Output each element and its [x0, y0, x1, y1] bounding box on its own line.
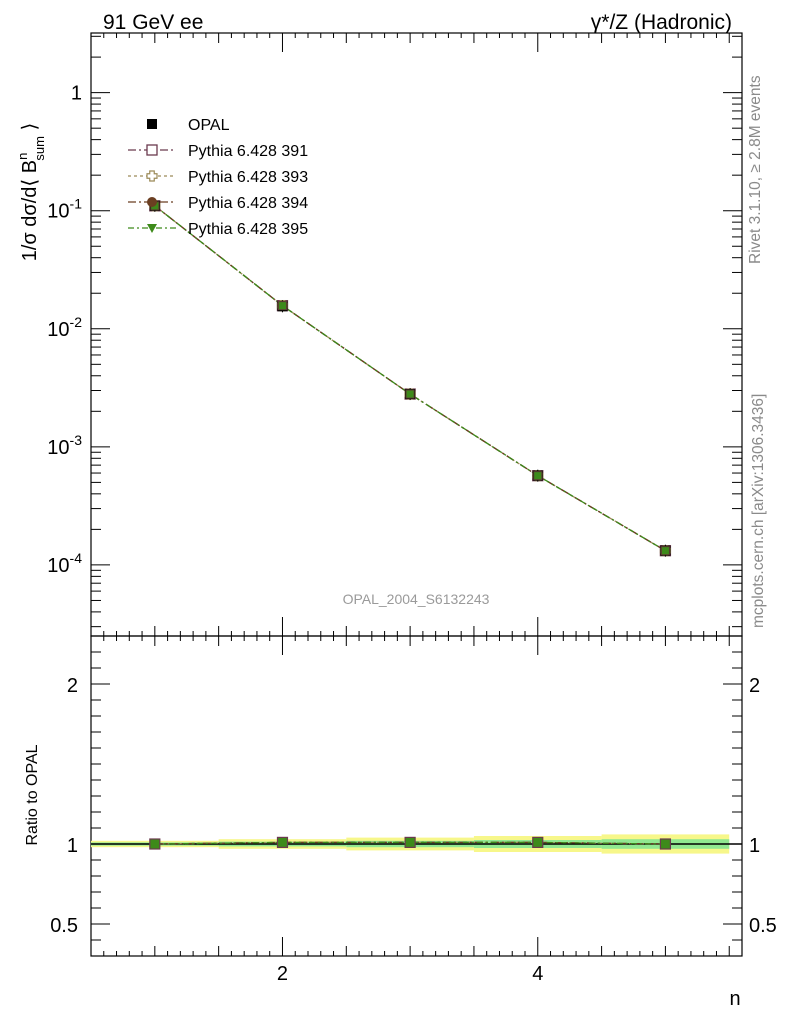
tick-exponent: -4 — [70, 550, 83, 566]
ratio-plot-frame — [90, 635, 743, 957]
ratio-y-axis-label: Ratio to OPAL — [24, 744, 41, 845]
marker-triangle — [147, 224, 157, 233]
main-panel: 1 10-1 10-2 10-3 10-4 OPAL_2004_S6132243 1/σ… — [15, 32, 743, 637]
tick-exponent: -1 — [70, 196, 83, 212]
tick-exponent: -2 — [70, 314, 83, 330]
ratio-point — [276, 836, 289, 849]
overlay-point — [277, 301, 287, 311]
ratio-y-tick-label-right: 1 — [749, 835, 760, 857]
series-line — [154, 205, 666, 552]
series-line — [154, 205, 666, 552]
main-y-axis-label: 1/σ dσ/d⟨ Bn sum ⟩ — [15, 123, 47, 262]
marker-open-cross — [146, 170, 158, 182]
main-series-lines — [154, 205, 666, 552]
ratio-y-tick-label: 0.5 — [50, 915, 78, 937]
main-y-tick-label: 10-3 — [47, 432, 82, 459]
marker-square — [147, 119, 157, 129]
marker-circle — [147, 197, 157, 207]
series-line — [154, 205, 666, 552]
watermark: OPAL_2004_S6132243 — [343, 591, 490, 607]
main-y-tick-label: 10-1 — [47, 196, 82, 223]
legend-label: OPAL — [188, 117, 230, 134]
overlay-point — [405, 389, 415, 399]
main-axis-ticks — [91, 33, 742, 636]
main-y-tick-label: 10-2 — [47, 314, 82, 341]
ratio-y-tick-label: 1 — [67, 835, 78, 857]
ratio-y-tick-label-right: 0.5 — [749, 915, 777, 937]
tick-exponent: -3 — [70, 432, 83, 448]
ratio-x-tick-label: 4 — [532, 963, 543, 985]
ratio-x-tick-label: 2 — [277, 963, 288, 985]
ratio-y-tick-labels: 2 2 1 1 0.5 0.5 — [50, 675, 777, 937]
main-y-tick-label: 1 — [71, 83, 82, 105]
mcplots-text: mcplots.cern.ch [arXiv:1306.3436] — [750, 394, 767, 628]
ratio-point — [659, 838, 672, 850]
overlay-point — [660, 546, 670, 556]
ratio-y-tick-label-right: 2 — [749, 675, 760, 697]
overlay-point — [533, 471, 543, 481]
ratio-point — [404, 836, 416, 849]
legend-label: Pythia 6.428 391 — [188, 143, 308, 160]
series-line — [154, 205, 666, 552]
main-data-points — [149, 199, 672, 557]
legend-label: Pythia 6.428 393 — [188, 169, 308, 186]
marker-open-square — [146, 144, 158, 156]
legend-label: Pythia 6.428 395 — [188, 221, 308, 238]
legend-label: Pythia 6.428 394 — [188, 195, 308, 212]
rivet-version-text: Rivet 3.1.10, ≥ 2.8M events — [747, 75, 764, 264]
ratio-y-tick-label: 2 — [67, 675, 78, 697]
ratio-data-points — [149, 836, 672, 850]
ratio-point — [149, 838, 161, 850]
main-y-tick-label: 10-4 — [47, 550, 82, 577]
header-right: γ*/Z (Hadronic) — [591, 11, 732, 34]
header-left: 91 GeV ee — [103, 11, 203, 34]
x-axis-label: n — [729, 988, 740, 1010]
ratio-axis-ticks — [91, 636, 742, 956]
main-y-tick-labels: 1 10-1 10-2 10-3 10-4 — [47, 83, 82, 577]
legend: OPAL Pythia 6.428 391 Pythia 6.428 393 Pyth… — [128, 117, 308, 238]
ratio-point — [532, 836, 544, 849]
